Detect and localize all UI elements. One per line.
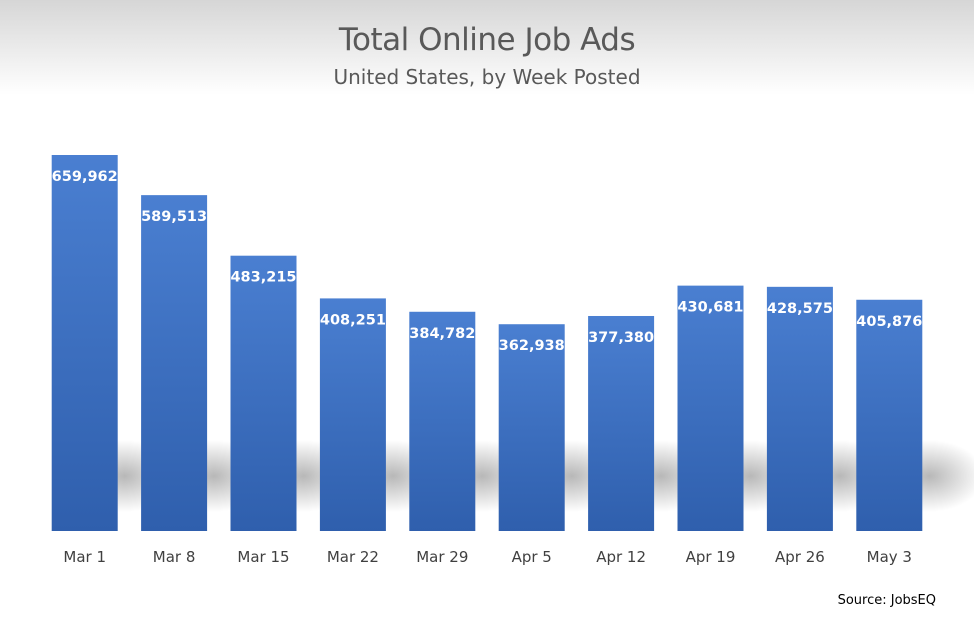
x-tick-label: May 3 <box>867 548 912 566</box>
x-tick-label: Mar 1 <box>63 548 106 566</box>
data-label: 589,513 <box>141 209 207 225</box>
bar-apr-12 <box>588 315 655 531</box>
data-label: 428,575 <box>767 301 833 317</box>
bar-apr-5 <box>498 324 565 531</box>
x-tick-label: Apr 12 <box>596 548 646 566</box>
x-tick-label: Mar 8 <box>153 548 196 566</box>
x-tick-label: Apr 19 <box>686 548 736 566</box>
data-label: 405,876 <box>856 314 922 330</box>
x-tick-label: Apr 26 <box>775 548 825 566</box>
x-tick-label: Mar 29 <box>416 548 468 566</box>
bar-mar-22 <box>319 298 386 531</box>
bar-apr-19 <box>677 285 744 531</box>
chart-subtitle: United States, by Week Posted <box>333 65 641 89</box>
x-tick-label: Apr 5 <box>512 548 552 566</box>
data-label: 408,251 <box>320 312 386 328</box>
data-labels: 659,962 589,513 483,215 408,251 384,782 362,9… <box>52 169 923 354</box>
x-tick-label: Mar 22 <box>327 548 379 566</box>
source-note: Source: JobsEQ <box>837 593 936 608</box>
chart-title: Total Online Job Ads <box>338 22 636 58</box>
bar-may-3 <box>856 299 923 531</box>
x-axis-ticks: Mar 1 Mar 8 Mar 15 Mar 22 Mar 29 Apr 5 Apr 12 A… <box>63 548 912 566</box>
bar-mar-8 <box>141 195 208 531</box>
bar-mar-15 <box>230 255 297 531</box>
data-label: 377,380 <box>588 330 654 346</box>
bar-apr-26 <box>766 286 833 531</box>
data-label: 384,782 <box>409 326 475 342</box>
data-label: 362,938 <box>499 338 565 354</box>
x-tick-label: Mar 15 <box>237 548 289 566</box>
data-label: 430,681 <box>677 300 743 316</box>
data-label: 659,962 <box>52 169 118 185</box>
bar-series <box>51 155 923 531</box>
data-label: 483,215 <box>230 270 296 286</box>
bar-mar-29 <box>409 311 476 531</box>
bar-mar-1 <box>51 155 118 531</box>
